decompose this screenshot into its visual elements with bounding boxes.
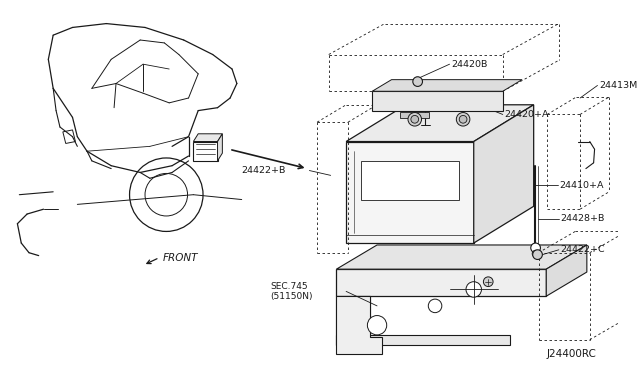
- Text: (51150N): (51150N): [271, 292, 313, 301]
- Text: 24428+B: 24428+B: [561, 214, 605, 223]
- Circle shape: [532, 250, 542, 260]
- Circle shape: [532, 250, 539, 257]
- Text: J24400RC: J24400RC: [547, 349, 596, 359]
- Circle shape: [460, 115, 467, 123]
- Polygon shape: [337, 335, 511, 344]
- Polygon shape: [346, 141, 474, 243]
- Polygon shape: [372, 80, 522, 91]
- Circle shape: [483, 277, 493, 286]
- Text: 24420+A: 24420+A: [505, 110, 549, 119]
- Text: 24422+B: 24422+B: [241, 166, 285, 175]
- Text: 24420B: 24420B: [451, 60, 488, 69]
- Polygon shape: [337, 296, 371, 344]
- Circle shape: [413, 77, 422, 86]
- Polygon shape: [474, 105, 534, 243]
- Text: 24410+A: 24410+A: [560, 180, 604, 189]
- Circle shape: [408, 112, 422, 126]
- Polygon shape: [193, 134, 222, 141]
- Polygon shape: [337, 269, 547, 296]
- Circle shape: [456, 112, 470, 126]
- Polygon shape: [193, 141, 218, 161]
- Text: SEC.745: SEC.745: [271, 282, 308, 291]
- Circle shape: [411, 115, 419, 123]
- Polygon shape: [337, 245, 587, 269]
- Text: 24413M: 24413M: [600, 81, 637, 90]
- Circle shape: [531, 243, 540, 253]
- Polygon shape: [218, 134, 222, 161]
- Polygon shape: [346, 105, 534, 141]
- Circle shape: [428, 299, 442, 312]
- Polygon shape: [337, 296, 382, 354]
- Polygon shape: [372, 91, 503, 110]
- Polygon shape: [63, 130, 76, 144]
- Circle shape: [466, 282, 481, 297]
- Text: FRONT: FRONT: [163, 253, 198, 263]
- Text: 24422+C: 24422+C: [561, 245, 605, 254]
- Circle shape: [367, 315, 387, 335]
- Polygon shape: [547, 245, 587, 296]
- Polygon shape: [360, 161, 460, 199]
- Polygon shape: [400, 112, 429, 118]
